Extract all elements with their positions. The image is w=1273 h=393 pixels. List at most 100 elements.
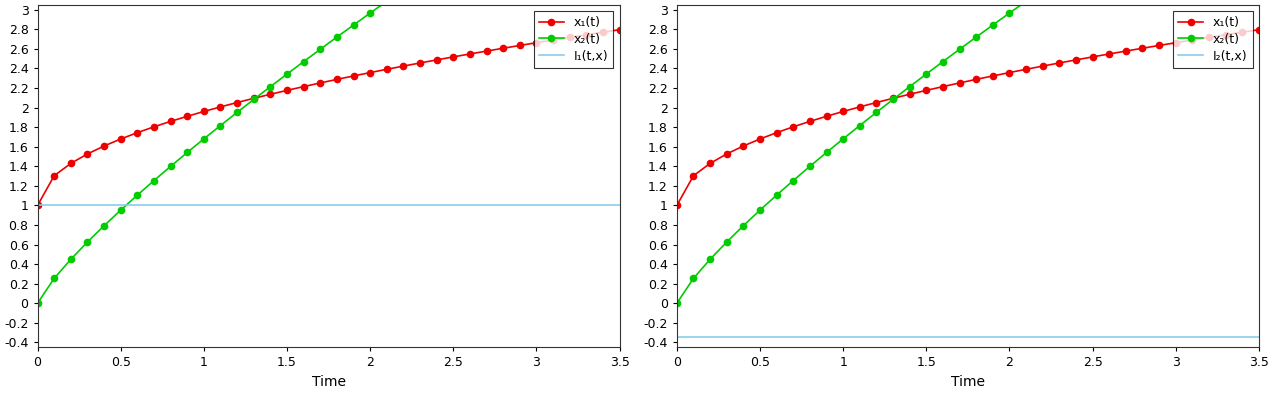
x₁(t) [64,161,79,166]
x₁(t) [985,73,1001,78]
x₂(t) [47,276,62,281]
x₁(t) [163,119,178,124]
x₁(t) [412,61,428,65]
x₁(t) [196,109,211,114]
x₁(t) [528,40,544,45]
x₂(t) [886,97,901,102]
x₁(t) [596,30,611,35]
x₂(t) [163,164,178,169]
x₂(t) [97,223,112,228]
x₁(t) [262,92,278,97]
x₁(t) [246,96,261,101]
x₂(t) [80,240,95,244]
x₁(t) [1085,55,1100,59]
Line: x₁(t): x₁(t) [673,27,1262,209]
x₁(t) [31,203,46,208]
x₂(t) [703,257,718,262]
x₁(t) [903,92,918,97]
x₁(t) [213,105,228,109]
x₁(t) [1218,33,1234,37]
x₁(t) [719,152,735,156]
x₂(t) [379,0,395,4]
x₂(t) [179,150,195,155]
x₂(t) [835,136,850,141]
x₂(t) [903,84,918,89]
x₁(t) [229,100,244,105]
x₁(t) [130,130,145,135]
x₂(t) [736,223,751,228]
x₁(t) [835,109,850,114]
x₁(t) [346,73,362,78]
x₂(t) [229,110,244,115]
x₂(t) [719,240,735,244]
x₂(t) [246,97,261,102]
x₂(t) [213,123,228,128]
Legend: x₁(t), x₂(t), I₂(t,x): x₁(t), x₂(t), I₂(t,x) [1172,11,1253,68]
x₂(t) [130,193,145,197]
x₁(t) [579,33,594,37]
x₁(t) [379,67,395,72]
x₁(t) [670,203,685,208]
x₁(t) [429,57,444,62]
I₂(t,x) [835,335,850,340]
x₁(t) [1018,67,1034,72]
x₁(t) [495,46,510,51]
x₁(t) [1002,70,1017,75]
x₁(t) [1101,51,1116,56]
x₂(t) [346,23,362,28]
x₁(t) [612,28,628,32]
x₁(t) [47,173,62,178]
x₁(t) [80,152,95,156]
x₁(t) [969,77,984,82]
x₁(t) [97,143,112,148]
Legend: x₁(t), x₂(t), I₁(t,x): x₁(t), x₂(t), I₁(t,x) [533,11,614,68]
x₁(t) [952,81,967,85]
x₁(t) [736,143,751,148]
x₁(t) [512,43,527,48]
x₂(t) [952,47,967,51]
x₁(t) [479,49,494,53]
x₁(t) [146,125,162,129]
x₁(t) [1152,43,1167,48]
x₂(t) [363,11,378,15]
x₁(t) [785,125,801,129]
x₁(t) [936,84,951,89]
x₁(t) [396,64,411,68]
x₂(t) [262,84,278,89]
x₂(t) [297,59,312,64]
x₂(t) [852,123,867,128]
x₂(t) [769,193,784,197]
x₂(t) [919,72,934,76]
Line: x₂(t): x₂(t) [673,0,1262,307]
x₁(t) [113,137,129,141]
x₁(t) [752,137,768,141]
x₁(t) [1035,64,1050,68]
Line: x₁(t): x₁(t) [34,27,622,209]
x₁(t) [1235,30,1250,35]
x₂(t) [313,47,328,51]
x₂(t) [985,23,1001,28]
x₂(t) [819,150,834,155]
x₁(t) [279,88,294,93]
x₂(t) [785,178,801,183]
x₁(t) [179,114,195,119]
x₂(t) [752,208,768,213]
x₁(t) [1202,35,1217,40]
x₂(t) [1002,11,1017,15]
x₂(t) [31,301,46,306]
Line: x₂(t): x₂(t) [34,0,622,307]
x₂(t) [113,208,129,213]
I₂(t,x) [670,335,685,340]
x₂(t) [146,178,162,183]
x₁(t) [1134,46,1150,51]
x₁(t) [297,84,312,89]
x₂(t) [330,35,345,39]
I₁(t,x) [196,203,211,208]
x₁(t) [919,88,934,93]
x₂(t) [802,164,817,169]
x₂(t) [686,276,701,281]
x₂(t) [1018,0,1034,4]
I₁(t,x) [31,203,46,208]
x₁(t) [1251,28,1267,32]
x₁(t) [363,70,378,75]
